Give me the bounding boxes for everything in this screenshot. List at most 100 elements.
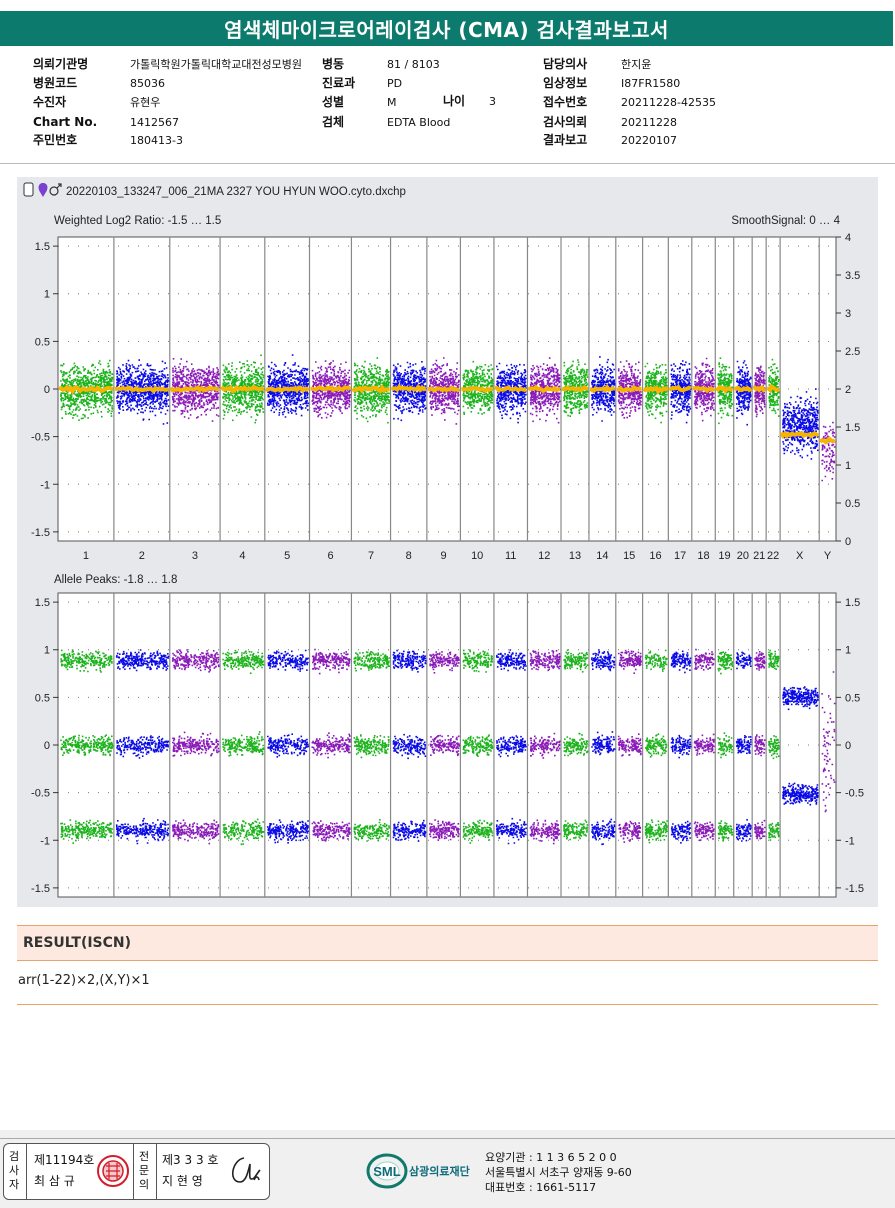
top-scatter-7 — [353, 357, 391, 424]
bottom-chromosome-2-points — [115, 649, 170, 845]
chromosome-label-21: 21 — [753, 550, 765, 562]
sml-logo-icon: SML — [366, 1153, 408, 1189]
smooth-signal-17 — [668, 384, 692, 393]
top-chromosome-22-points — [766, 358, 781, 417]
bottom-scatter-13 — [563, 649, 589, 841]
smooth-signal-5 — [264, 385, 310, 394]
cma-plot-svg: 20220103_133247_006_21MA 2327 YOU HYUN W… — [23, 182, 864, 898]
signer1-role-char: 사 — [9, 1164, 20, 1177]
info-value: 81 / 8103 — [387, 58, 440, 71]
bottom-scatter-X — [782, 686, 819, 806]
bottom-right-tick-label: -1 — [845, 835, 855, 847]
top-right-title: SmoothSignal: 0 … 4 — [731, 215, 840, 227]
smooth-signal-22 — [766, 384, 781, 394]
bottom-scatter-10 — [462, 649, 494, 844]
smooth-signal-10 — [461, 386, 494, 394]
smooth-signal-1 — [58, 384, 114, 395]
chromosome-label-7: 7 — [368, 550, 374, 562]
top-scatter-5 — [266, 354, 310, 418]
bottom-left-tick-label: 1.5 — [35, 597, 50, 609]
top-scatter-Y — [821, 421, 836, 482]
chromosome-label-17: 17 — [674, 550, 686, 562]
bottom-scatter-17 — [670, 650, 692, 844]
chromosome-label-1: 1 — [83, 550, 89, 562]
info-value: 20211228 — [621, 116, 677, 129]
report-title: 염색체마이크로어레이검사 (CMA) 검사결과보고서 — [0, 11, 893, 46]
smooth-signal-8 — [390, 383, 427, 394]
top-chromosome-Y-points — [818, 421, 836, 482]
top-left-tick-label: 1 — [44, 289, 50, 301]
info-label: 검사의뢰 — [543, 115, 588, 129]
top-chromosome-15-points — [616, 360, 643, 419]
info-value: EDTA Blood — [387, 116, 451, 129]
signer2-role: 전 문 의 — [133, 1144, 157, 1199]
smooth-signal-11 — [494, 385, 528, 393]
chromosome-label-8: 8 — [406, 550, 412, 562]
info-label: 의뢰기관명 — [33, 57, 89, 71]
bottom-chromosome-11-points — [496, 649, 527, 845]
info-value: PD — [387, 77, 403, 90]
chromosome-label-22: 22 — [767, 550, 779, 562]
bottom-scatter-4 — [222, 649, 265, 846]
top-chromosome-10-points — [461, 360, 494, 415]
top-right-tick-label: 3.5 — [845, 270, 860, 282]
info-value: 유현우 — [130, 96, 161, 109]
chromosome-label-4: 4 — [239, 550, 245, 562]
bottom-scatter-19 — [717, 651, 734, 842]
bottom-scatter-12 — [529, 650, 561, 845]
info-value: 20220107 — [621, 134, 677, 147]
top-left-tick-label: -1 — [40, 479, 50, 491]
top-chromosome-19-points — [714, 357, 734, 425]
plot-file-name: 20220103_133247_006_21MA 2327 YOU HYUN W… — [66, 186, 406, 198]
bottom-right-tick-label: -1.5 — [845, 883, 864, 895]
chromosome-label-6: 6 — [327, 550, 333, 562]
smooth-signal-4 — [219, 384, 264, 394]
top-scatter-11 — [496, 362, 527, 424]
bottom-chromosome-16-points — [644, 649, 668, 844]
smooth-signal-7 — [351, 383, 390, 394]
male-arrow-icon — [56, 183, 62, 189]
chromosome-label-2: 2 — [139, 550, 145, 562]
top-right-tick-label: 2 — [845, 384, 851, 396]
smooth-signal-12 — [527, 384, 561, 394]
top-left-title: Weighted Log2 Ratio: -1.5 … 1.5 — [54, 215, 221, 227]
smooth-signal-15 — [616, 384, 642, 393]
signer2-role-char: 전 — [139, 1150, 150, 1163]
chromosome-label-Y: Y — [824, 550, 832, 562]
bottom-chromosome-13-points — [563, 649, 589, 841]
age-value: 3 — [489, 95, 496, 108]
bottom-scatter-9 — [428, 651, 460, 841]
bottom-left-tick-label: 0.5 — [35, 692, 50, 704]
chromosome-label-15: 15 — [623, 550, 635, 562]
signature-box: 검 사 자 제11194호 최 삼 규 전 문 의 제3 3 3 호 지 현 영 — [3, 1143, 270, 1200]
top-chromosome-11-points — [494, 362, 528, 424]
header-divider — [0, 163, 895, 164]
bottom-chromosome-19-points — [717, 651, 734, 842]
top-right-tick-label: 2.5 — [845, 346, 860, 358]
result-iscn-text: arr(1-22)×2,(X,Y)×1 — [18, 973, 150, 988]
top-chromosome-7-points — [351, 357, 391, 424]
signer2-name: 지 현 영 — [162, 1174, 203, 1188]
bottom-chromosome-9-points — [428, 651, 460, 841]
top-right-tick-label: 4 — [845, 232, 851, 244]
bottom-left-tick-label: -1.5 — [31, 883, 50, 895]
top-left-tick-label: -0.5 — [31, 432, 50, 444]
chromosome-label-3: 3 — [192, 550, 198, 562]
chromosome-label-18: 18 — [697, 550, 709, 562]
info-label: 결과보고 — [543, 133, 588, 147]
signer1-name: 최 삼 규 — [34, 1174, 75, 1188]
signer1-license-no: 제11194호 — [34, 1153, 95, 1167]
info-label: 수진자 — [33, 95, 67, 109]
bottom-scatter-14 — [591, 649, 616, 846]
info-value: 180413-3 — [130, 134, 183, 147]
smooth-signal-Y — [818, 436, 836, 445]
bottom-chromosome-4-points — [222, 649, 265, 846]
info-value: M — [387, 96, 397, 109]
signer1-role-char: 검 — [9, 1150, 20, 1163]
bottom-chromosome-3-points — [171, 649, 220, 845]
info-value: I87FR1580 — [621, 77, 681, 90]
bottom-chromosome-21-points — [754, 651, 766, 840]
info-label: 접수번호 — [543, 95, 588, 109]
bottom-right-tick-label: 0 — [845, 740, 851, 752]
smooth-signal-20 — [733, 385, 753, 393]
